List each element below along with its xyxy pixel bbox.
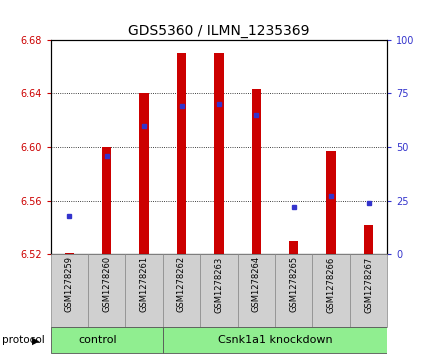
Text: GSM1278262: GSM1278262 <box>177 256 186 313</box>
Text: protocol: protocol <box>2 335 45 345</box>
Bar <box>163 327 387 354</box>
Bar <box>163 254 200 327</box>
Bar <box>177 53 186 254</box>
Text: control: control <box>78 335 117 345</box>
Text: Csnk1a1 knockdown: Csnk1a1 knockdown <box>218 335 332 345</box>
Bar <box>252 89 261 254</box>
Text: GSM1278260: GSM1278260 <box>102 256 111 313</box>
Bar <box>65 253 74 254</box>
Bar <box>102 147 111 254</box>
Bar <box>326 151 336 254</box>
Text: GSM1278267: GSM1278267 <box>364 256 373 313</box>
Bar <box>51 327 163 354</box>
Text: GSM1278266: GSM1278266 <box>326 256 336 313</box>
Title: GDS5360 / ILMN_1235369: GDS5360 / ILMN_1235369 <box>128 24 310 37</box>
Bar <box>364 225 373 254</box>
Text: GSM1278264: GSM1278264 <box>252 256 261 313</box>
Bar <box>214 53 224 254</box>
Bar <box>200 254 238 327</box>
Bar <box>88 254 125 327</box>
Bar <box>139 94 149 254</box>
Text: ▶: ▶ <box>32 335 39 345</box>
Bar <box>312 254 350 327</box>
Bar <box>238 254 275 327</box>
Text: GSM1278261: GSM1278261 <box>139 256 149 313</box>
Bar <box>125 254 163 327</box>
Text: GSM1278259: GSM1278259 <box>65 256 74 312</box>
Bar <box>289 241 298 254</box>
Text: GSM1278265: GSM1278265 <box>289 256 298 313</box>
Bar <box>51 254 88 327</box>
Bar <box>275 254 312 327</box>
Bar <box>350 254 387 327</box>
Text: GSM1278263: GSM1278263 <box>214 256 224 313</box>
